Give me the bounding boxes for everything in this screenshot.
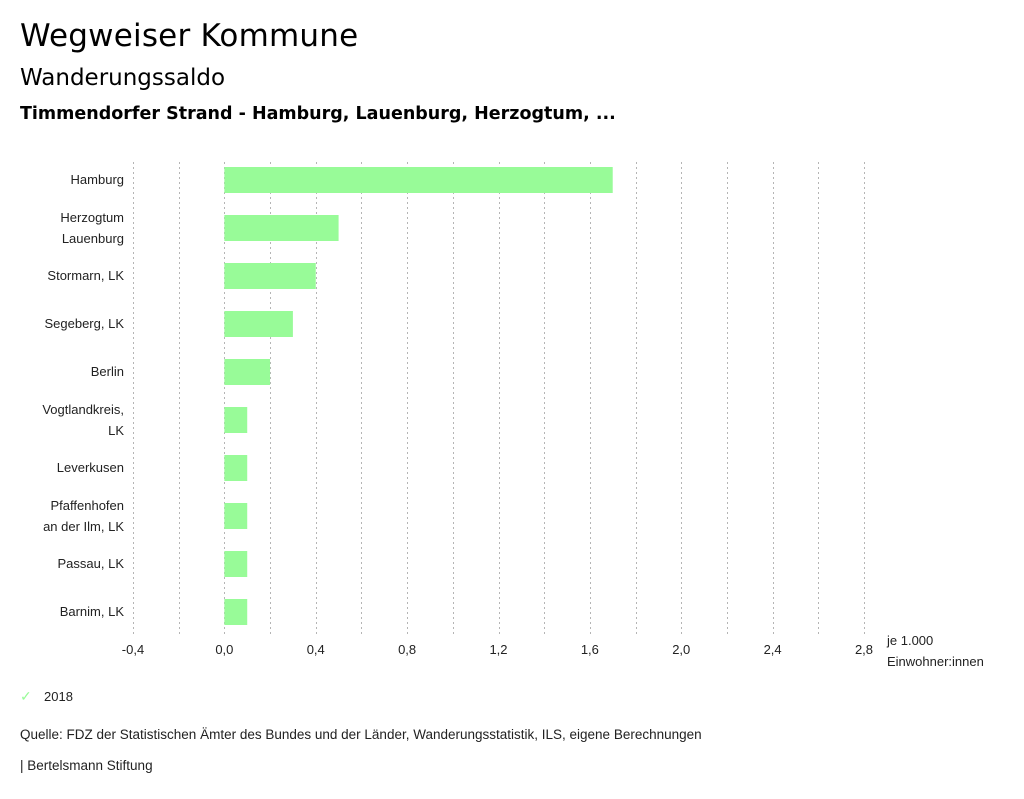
bar[interactable]	[224, 263, 316, 289]
bar[interactable]	[224, 215, 339, 241]
brand-note: | Bertelsmann Stiftung	[20, 758, 153, 773]
x-tick-label: 1,6	[581, 642, 599, 657]
category-label: Berlin	[91, 364, 124, 379]
bar[interactable]	[224, 503, 248, 529]
x-tick-label: 2,0	[672, 642, 690, 657]
unit-line-1: je 1.000	[887, 633, 934, 648]
x-tick-label: 0,0	[215, 642, 233, 657]
category-label: Leverkusen	[57, 460, 124, 475]
x-tick-label: 0,4	[307, 642, 325, 657]
x-tick-label: 2,4	[764, 642, 782, 657]
unit-line-2: Einwohner:innen	[887, 654, 984, 669]
bar[interactable]	[224, 359, 271, 385]
category-label: Hamburg	[71, 172, 124, 187]
x-tick-label: 0,8	[398, 642, 416, 657]
category-label: Barnim, LK	[60, 604, 125, 619]
category-label: Lauenburg	[62, 231, 124, 246]
bar-chart: Hamburg Herzogtum Lauenburg Stormarn, LK Seg…	[42, 162, 873, 657]
category-label: Stormarn, LK	[47, 268, 124, 283]
bar[interactable]	[224, 599, 248, 625]
category-label: LK	[108, 423, 124, 438]
x-tick-labels: -0,4 0,0 0,4 0,8 1,2 1,6 2,0 2,4 2,8	[122, 642, 873, 657]
bar[interactable]	[224, 551, 248, 577]
x-tick-label: 2,8	[855, 642, 873, 657]
x-axis-unit-label: je 1.000 Einwohner:innen	[887, 630, 984, 672]
category-label: an der Ilm, LK	[43, 519, 124, 534]
x-tick-label: 1,2	[489, 642, 507, 657]
bar[interactable]	[224, 455, 248, 481]
category-label: Herzogtum	[60, 210, 124, 225]
page-title: Wegweiser Kommune	[20, 18, 359, 54]
x-tick-label: -0,4	[122, 642, 144, 657]
source-note: Quelle: FDZ der Statistischen Ämter des …	[20, 727, 702, 742]
category-label: Passau, LK	[58, 556, 125, 571]
legend-item-2018[interactable]: ✓ 2018	[20, 688, 73, 705]
category-label: Segeberg, LK	[44, 316, 124, 331]
check-icon: ✓	[20, 688, 32, 704]
legend-label: 2018	[44, 689, 73, 704]
category-labels: Hamburg Herzogtum Lauenburg Stormarn, LK Seg…	[42, 172, 124, 619]
category-label: Vogtlandkreis,	[42, 402, 124, 417]
bar[interactable]	[224, 311, 293, 337]
bar[interactable]	[224, 167, 613, 193]
region-title: Timmendorfer Strand - Hamburg, Lauenburg…	[20, 104, 616, 124]
category-label: Pfaffenhofen	[51, 498, 125, 513]
gridlines	[133, 162, 865, 635]
bar[interactable]	[224, 407, 248, 433]
chart-subtitle: Wanderungssaldo	[20, 65, 226, 91]
bars	[224, 167, 613, 625]
